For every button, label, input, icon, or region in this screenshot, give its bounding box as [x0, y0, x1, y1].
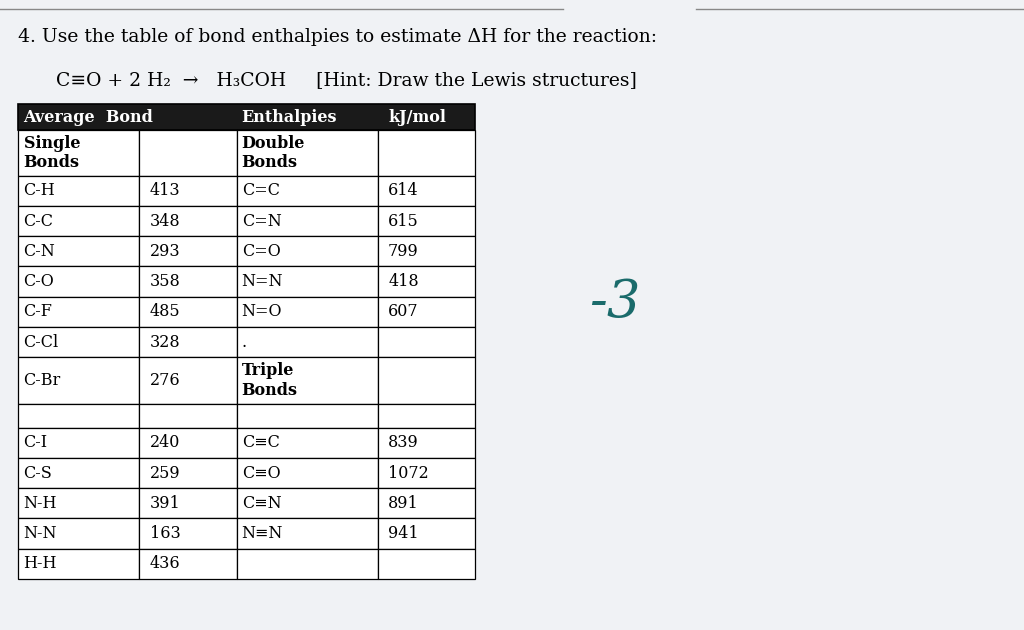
- Text: C-C: C-C: [24, 213, 53, 229]
- Text: 413: 413: [150, 183, 180, 199]
- Text: .: .: [242, 334, 247, 350]
- Text: Enthalpies: Enthalpies: [242, 109, 337, 125]
- Text: C≡C: C≡C: [242, 435, 280, 451]
- Text: 614: 614: [388, 183, 419, 199]
- Text: Average  Bond: Average Bond: [24, 109, 154, 125]
- Text: 839: 839: [388, 435, 419, 451]
- Text: 358: 358: [150, 273, 180, 290]
- Text: 328: 328: [150, 334, 180, 350]
- Text: C-S: C-S: [24, 465, 52, 481]
- Text: 607: 607: [388, 304, 419, 320]
- Text: 4. Use the table of bond enthalpies to estimate ΔH for the reaction:: 4. Use the table of bond enthalpies to e…: [18, 28, 657, 47]
- Text: N≡N: N≡N: [242, 525, 283, 542]
- Text: Single
Bonds: Single Bonds: [24, 135, 80, 171]
- Text: 163: 163: [150, 525, 180, 542]
- Text: N=N: N=N: [242, 273, 284, 290]
- Text: C-F: C-F: [24, 304, 52, 320]
- Text: 276: 276: [150, 372, 180, 389]
- Text: 436: 436: [150, 556, 180, 572]
- Text: 348: 348: [150, 213, 180, 229]
- Text: 391: 391: [150, 495, 180, 512]
- Text: C-Br: C-Br: [24, 372, 60, 389]
- Text: C≡N: C≡N: [242, 495, 282, 512]
- Text: Double
Bonds: Double Bonds: [242, 135, 305, 171]
- Text: C-N: C-N: [24, 243, 55, 260]
- Text: 891: 891: [388, 495, 419, 512]
- Text: C=N: C=N: [242, 213, 282, 229]
- Text: C-I: C-I: [24, 435, 48, 451]
- Text: Triple
Bonds: Triple Bonds: [242, 362, 298, 399]
- Text: 615: 615: [388, 213, 419, 229]
- Text: 418: 418: [388, 273, 419, 290]
- Text: C-Cl: C-Cl: [24, 334, 58, 350]
- Text: 1072: 1072: [388, 465, 429, 481]
- Text: C=O: C=O: [242, 243, 281, 260]
- Text: C≡O: C≡O: [242, 465, 281, 481]
- Text: 941: 941: [388, 525, 419, 542]
- Text: 293: 293: [150, 243, 180, 260]
- Text: N=O: N=O: [242, 304, 283, 320]
- Text: H-H: H-H: [24, 556, 57, 572]
- Text: 485: 485: [150, 304, 180, 320]
- Text: C≡O + 2 H₂  →   H₃COH     [Hint: Draw the Lewis structures]: C≡O + 2 H₂ → H₃COH [Hint: Draw the Lewis…: [56, 71, 637, 89]
- Text: N-H: N-H: [24, 495, 57, 512]
- Text: N-N: N-N: [24, 525, 57, 542]
- Text: C=C: C=C: [242, 183, 280, 199]
- Text: 259: 259: [150, 465, 180, 481]
- Text: C-O: C-O: [24, 273, 54, 290]
- Text: 240: 240: [150, 435, 180, 451]
- Text: C-H: C-H: [24, 183, 55, 199]
- Text: kJ/mol: kJ/mol: [388, 109, 446, 125]
- Text: -3: -3: [589, 277, 640, 328]
- Text: 799: 799: [388, 243, 419, 260]
